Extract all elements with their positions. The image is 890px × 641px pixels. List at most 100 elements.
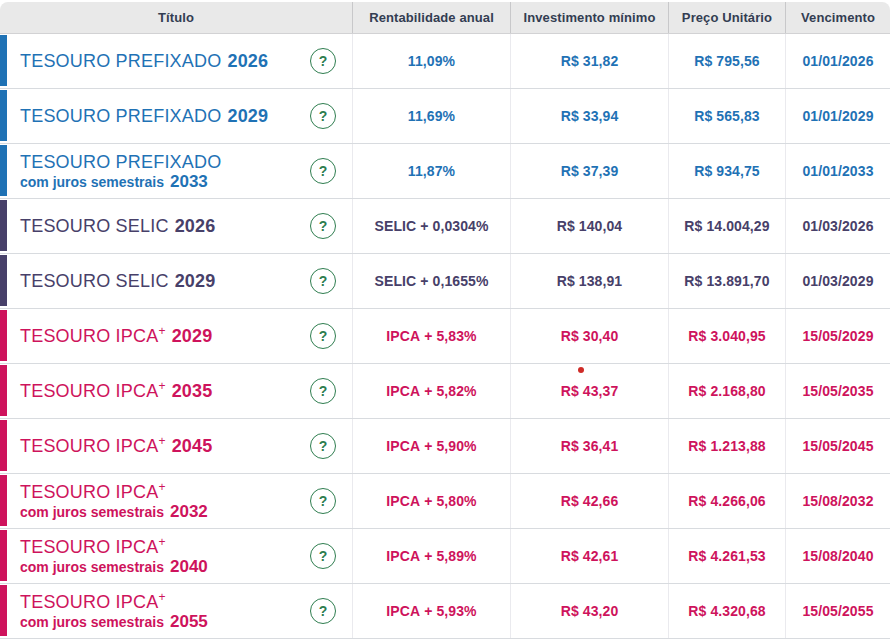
min-investment-value: R$ 42,66 xyxy=(561,493,619,509)
tesouro-direto-bond-table: Título Rentabilidade anual Investimento … xyxy=(0,0,890,641)
bond-title-cell[interactable]: TESOURO IPCA+2035 ? xyxy=(0,364,352,418)
bond-title-cell[interactable]: TESOURO IPCA+ com juros semestrais2040 ? xyxy=(0,529,352,583)
min-investment-value: R$ 43,20 xyxy=(561,603,619,619)
bond-title-cell[interactable]: TESOURO PREFIXADO2026 ? xyxy=(0,34,352,88)
column-header-preco-unitario: Preço Unitário xyxy=(668,2,785,33)
help-icon[interactable]: ? xyxy=(310,488,336,514)
bond-color-bar xyxy=(0,310,7,361)
min-investment-value: R$ 43,37 xyxy=(561,383,619,399)
maturity-cell: 01/01/2033 xyxy=(785,144,890,198)
bond-title-line2: com juros semestrais2055 xyxy=(20,613,208,631)
table-row[interactable]: TESOURO IPCA+ com juros semestrais2040 ?… xyxy=(0,529,890,584)
min-investment-cell: R$ 30,40 xyxy=(510,309,668,363)
min-investment-cell: R$ 33,94 xyxy=(510,89,668,143)
table-row[interactable]: TESOURO IPCA+2045 ? IPCA+ 5,90% R$ 36,41… xyxy=(0,419,890,474)
maturity-value: 15/05/2055 xyxy=(802,603,873,619)
maturity-cell: 01/01/2029 xyxy=(785,89,890,143)
bond-title-line1: TESOURO IPCA+ xyxy=(20,537,208,558)
bond-title-cell[interactable]: TESOURO PREFIXADO2029 ? xyxy=(0,89,352,143)
bond-title-line1: TESOURO IPCA+ xyxy=(20,592,208,613)
bond-title-cell[interactable]: TESOURO SELIC2029 ? xyxy=(0,254,352,308)
maturity-cell: 15/05/2029 xyxy=(785,309,890,363)
help-icon[interactable]: ? xyxy=(310,543,336,569)
column-header-rentabilidade: Rentabilidade anual xyxy=(352,2,510,33)
min-investment-value: R$ 42,61 xyxy=(561,548,619,564)
table-row[interactable]: TESOURO PREFIXADO com juros semestrais20… xyxy=(0,144,890,199)
bond-title-cell[interactable]: TESOURO IPCA+ com juros semestrais2055 ? xyxy=(0,584,352,638)
maturity-value: 01/01/2026 xyxy=(802,53,873,69)
annual-rate-value: IPCA+ 5,83% xyxy=(386,328,476,344)
unit-price-value: R$ 4.266,06 xyxy=(688,493,765,509)
unit-price-cell: R$ 4.266,06 xyxy=(668,474,785,528)
unit-price-value: R$ 4.320,68 xyxy=(688,603,765,619)
help-icon[interactable]: ? xyxy=(310,268,336,294)
maturity-value: 01/01/2029 xyxy=(802,108,873,124)
maturity-cell: 15/08/2032 xyxy=(785,474,890,528)
annual-rate-value: IPCA+ 5,80% xyxy=(386,493,476,509)
min-investment-value: R$ 140,04 xyxy=(557,218,623,234)
annual-rate-cell: IPCA+ 5,93% xyxy=(352,584,510,638)
unit-price-value: R$ 3.040,95 xyxy=(688,328,765,344)
help-icon[interactable]: ? xyxy=(310,48,336,74)
unit-price-cell: R$ 1.213,88 xyxy=(668,419,785,473)
column-header-vencimento: Vencimento xyxy=(785,2,890,33)
annual-rate-cell: 11,09% xyxy=(352,34,510,88)
unit-price-cell: R$ 565,83 xyxy=(668,89,785,143)
question-mark: ? xyxy=(319,548,328,564)
maturity-cell: 15/08/2040 xyxy=(785,529,890,583)
bond-title: TESOURO IPCA+ com juros semestrais2032 xyxy=(20,482,208,521)
question-mark: ? xyxy=(319,438,328,454)
unit-price-value: R$ 795,56 xyxy=(694,53,760,69)
help-icon[interactable]: ? xyxy=(310,158,336,184)
question-mark: ? xyxy=(319,328,328,344)
maturity-value: 15/08/2040 xyxy=(802,548,873,564)
bond-title-line2: com juros semestrais2032 xyxy=(20,503,208,521)
bond-title-line2: com juros semestrais2033 xyxy=(20,173,221,191)
help-icon[interactable]: ? xyxy=(310,433,336,459)
bond-title-cell[interactable]: TESOURO IPCA+2045 ? xyxy=(0,419,352,473)
bond-color-bar xyxy=(0,90,7,141)
table-row[interactable]: TESOURO IPCA+2035 ? IPCA+ 5,82% R$ 43,37… xyxy=(0,364,890,419)
table-row[interactable]: TESOURO SELIC2029 ? SELIC+ 0,1655% R$ 13… xyxy=(0,254,890,309)
help-icon[interactable]: ? xyxy=(310,103,336,129)
maturity-value: 01/03/2026 xyxy=(802,218,873,234)
maturity-cell: 15/05/2045 xyxy=(785,419,890,473)
unit-price-cell: R$ 934,75 xyxy=(668,144,785,198)
bond-title: TESOURO SELIC2026 xyxy=(20,216,215,237)
help-icon[interactable]: ? xyxy=(310,213,336,239)
table-row[interactable]: TESOURO PREFIXADO2029 ? 11,69% R$ 33,94 … xyxy=(0,89,890,144)
bond-title: TESOURO PREFIXADO2029 xyxy=(20,106,268,127)
bond-title-cell[interactable]: TESOURO PREFIXADO com juros semestrais20… xyxy=(0,144,352,198)
unit-price-cell: R$ 4.320,68 xyxy=(668,584,785,638)
table-row[interactable]: TESOURO SELIC2026 ? SELIC+ 0,0304% R$ 14… xyxy=(0,199,890,254)
unit-price-cell: R$ 2.168,80 xyxy=(668,364,785,418)
table-row[interactable]: TESOURO IPCA+ com juros semestrais2055 ?… xyxy=(0,584,890,639)
min-investment-value: R$ 138,91 xyxy=(557,273,623,289)
bond-color-bar xyxy=(0,475,7,526)
bond-title: TESOURO IPCA+ com juros semestrais2040 xyxy=(20,537,208,576)
unit-price-value: R$ 934,75 xyxy=(694,163,760,179)
help-icon[interactable]: ? xyxy=(310,323,336,349)
annual-rate-cell: 11,87% xyxy=(352,144,510,198)
bond-title-cell[interactable]: TESOURO SELIC2026 ? xyxy=(0,199,352,253)
bond-title-cell[interactable]: TESOURO IPCA+2029 ? xyxy=(0,309,352,363)
table-row[interactable]: TESOURO IPCA+ com juros semestrais2032 ?… xyxy=(0,474,890,529)
help-icon[interactable]: ? xyxy=(310,378,336,404)
bond-color-bar xyxy=(0,585,7,636)
table-body: TESOURO PREFIXADO2026 ? 11,09% R$ 31,82 … xyxy=(0,34,890,639)
min-investment-cell: R$ 42,61 xyxy=(510,529,668,583)
help-icon[interactable]: ? xyxy=(310,598,336,624)
table-row[interactable]: TESOURO IPCA+2029 ? IPCA+ 5,83% R$ 30,40… xyxy=(0,309,890,364)
annual-rate-value: SELIC+ 0,0304% xyxy=(375,218,489,234)
question-mark: ? xyxy=(319,603,328,619)
min-investment-cell: R$ 43,20 xyxy=(510,584,668,638)
table-row[interactable]: TESOURO PREFIXADO2026 ? 11,09% R$ 31,82 … xyxy=(0,34,890,89)
bond-title: TESOURO IPCA+2035 xyxy=(20,381,212,402)
min-investment-cell: R$ 138,91 xyxy=(510,254,668,308)
unit-price-value: R$ 13.891,70 xyxy=(684,273,769,289)
min-investment-value: R$ 36,41 xyxy=(561,438,619,454)
bond-title-cell[interactable]: TESOURO IPCA+ com juros semestrais2032 ? xyxy=(0,474,352,528)
unit-price-cell: R$ 3.040,95 xyxy=(668,309,785,363)
bond-title: TESOURO PREFIXADO2026 xyxy=(20,51,268,72)
annual-rate-value: IPCA+ 5,82% xyxy=(386,383,476,399)
